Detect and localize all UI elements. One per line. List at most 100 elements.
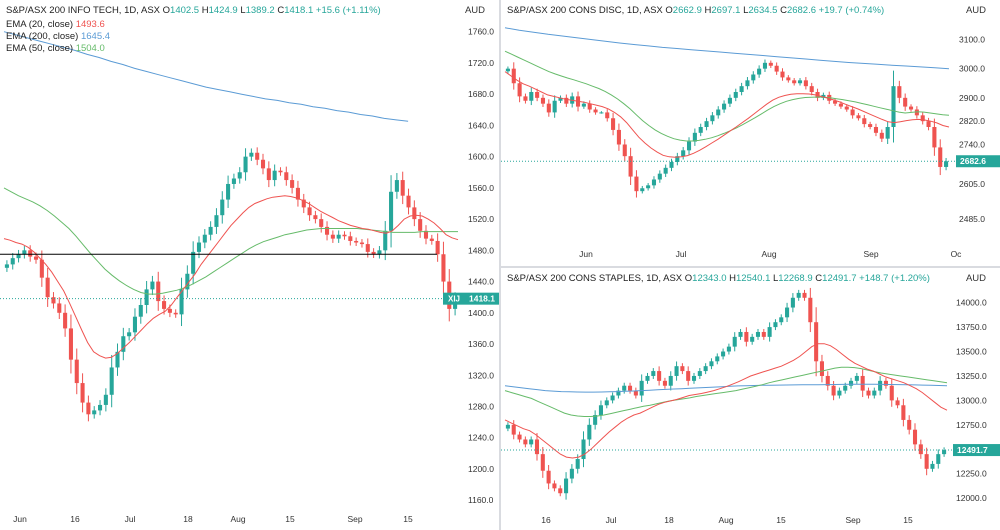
pane-divider-vertical[interactable] — [499, 0, 501, 530]
candle-body — [721, 351, 726, 357]
x-tick-label: Jun — [13, 514, 27, 524]
candle-body — [792, 80, 797, 84]
candle-body — [761, 331, 766, 337]
candle-body — [681, 150, 686, 157]
y-tick-label: 1160.0 — [468, 495, 494, 505]
candle-body — [821, 94, 826, 98]
candle-body — [611, 118, 616, 130]
x-tick-label: 18 — [664, 515, 674, 525]
candle-body — [558, 97, 563, 101]
open-label: O — [684, 273, 693, 284]
open-label: O — [162, 5, 171, 16]
candle-body — [196, 242, 202, 252]
y-tick-label: 1760.0 — [468, 27, 494, 37]
candle-body — [663, 167, 668, 174]
high-label: H — [704, 5, 712, 16]
candle-body — [4, 264, 9, 268]
x-tick-label: 16 — [70, 514, 80, 524]
candle-body — [604, 400, 609, 406]
candle-body — [897, 86, 902, 98]
candle-body — [86, 402, 91, 415]
candle-body — [838, 103, 843, 107]
y-tick-label: 1360.0 — [468, 339, 494, 349]
candle-body — [51, 297, 56, 304]
close-label: C — [815, 273, 823, 284]
candle-body — [796, 292, 801, 298]
candle-body — [645, 375, 650, 381]
candle-body — [394, 180, 399, 192]
candle-body — [715, 356, 720, 362]
candle-body — [202, 234, 207, 243]
chart-panel-consstaples[interactable]: 14000.0 13750.0 13500.0 13250.0 13000.0 12750… — [501, 268, 1000, 530]
legend-ema200-value: 1645.4 — [80, 31, 111, 42]
chart-panel-consdisc[interactable]: 3100.0 3000.0 2900.0 2820.0 2740.0 2605.0 2485… — [501, 0, 1000, 266]
x-tick-label: Sep — [347, 514, 362, 524]
candle-body — [738, 331, 743, 337]
candle-body — [593, 109, 598, 113]
high-label: H — [201, 5, 209, 16]
consstaples-chart-svg[interactable]: 14000.0 13750.0 13500.0 13250.0 13000.0 12750… — [501, 268, 1000, 530]
candle-body — [418, 219, 423, 231]
x-tick-label: 18 — [183, 514, 193, 524]
y-tick-label: 1400.0 — [468, 308, 494, 318]
x-tick-label: Jul — [125, 514, 136, 524]
candle-body — [891, 86, 896, 127]
x-tick-label: Aug — [718, 515, 733, 525]
legend-ema20[interactable]: EMA (20, close) 1493.6 — [6, 19, 105, 30]
low-label: L — [743, 5, 749, 16]
candle-body — [412, 207, 417, 220]
candle-body — [581, 439, 586, 460]
chart-panel-infotech[interactable]: 1760.0 1720.0 1680.0 1640.0 1600.0 1560.0 1520… — [0, 0, 499, 530]
ema200-line — [504, 27, 950, 70]
candle-body — [767, 327, 772, 337]
candle-body — [39, 259, 44, 278]
candle-body — [704, 121, 709, 127]
candle-body — [517, 434, 522, 440]
candle-body — [640, 188, 645, 192]
consstaples-currency: AUD — [965, 273, 986, 284]
candle-body — [429, 238, 434, 241]
candle-body — [932, 127, 937, 148]
consdisc-chart-svg[interactable]: 3100.0 3000.0 2900.0 2820.0 2740.0 2605.0 2485… — [501, 0, 1000, 266]
candle-body — [540, 97, 546, 104]
candle-body — [914, 109, 919, 116]
candle-body — [878, 380, 883, 391]
low-label: L — [773, 273, 779, 284]
consdisc-title: S&P/ASX 200 CONS DISC, 1D, ASX — [507, 5, 663, 16]
candle-body — [757, 68, 762, 75]
high-value: 2697.1 — [711, 5, 741, 16]
candle-body — [657, 173, 662, 180]
candle-body — [226, 183, 231, 200]
infotech-chart-svg[interactable]: 1760.0 1720.0 1680.0 1640.0 1600.0 1560.0 1520… — [0, 0, 499, 530]
candle-body — [837, 390, 842, 396]
candle-body — [534, 439, 540, 455]
pane-divider-horizontal[interactable] — [501, 266, 1000, 268]
candle-body — [669, 162, 674, 168]
legend-ema200[interactable]: EMA (200, close) 1645.4 — [6, 31, 110, 42]
candle-body — [628, 156, 633, 177]
last-price-label: 12491.7 — [957, 445, 988, 455]
candle-body — [150, 281, 155, 290]
candle-body — [773, 322, 778, 328]
candle-body — [22, 250, 27, 255]
candle-body — [814, 322, 819, 362]
candle-body — [325, 226, 330, 235]
y-tick-label: 12000.0 — [956, 493, 987, 503]
candle-body — [511, 424, 516, 435]
x-tick-label: Sep — [863, 249, 878, 259]
legend-ema50[interactable]: EMA (50, close) 1504.0 — [6, 43, 105, 54]
candle-body — [726, 346, 731, 352]
candle-body — [208, 226, 213, 235]
candle-body — [889, 385, 894, 401]
candle-body — [901, 405, 906, 420]
candle-body — [926, 121, 931, 127]
candle-body — [10, 258, 15, 265]
y-tick-label: 14000.0 — [956, 298, 987, 308]
x-tick-label: Jun — [579, 249, 593, 259]
change-value: +15.6 (+1.11%) — [315, 5, 381, 16]
candle-body — [895, 400, 900, 406]
candle-body — [697, 371, 702, 376]
candle-body — [552, 483, 557, 489]
ema20-line — [3, 195, 459, 359]
candle-body — [622, 385, 627, 391]
